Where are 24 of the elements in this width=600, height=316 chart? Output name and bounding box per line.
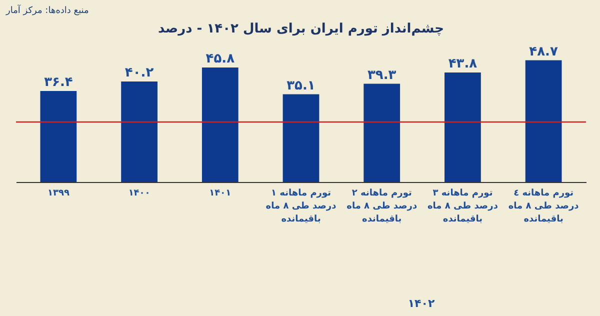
x-tick-label: ۱۳۹۹ xyxy=(47,188,70,198)
bar xyxy=(364,84,400,182)
bar xyxy=(202,68,238,182)
data-label: ۴۰.۲ xyxy=(124,66,154,80)
x-tick-label: تورم ماهانه ۱ درصد طی ۸ ماه باقیمانده xyxy=(266,188,337,224)
bar xyxy=(121,82,158,182)
bar xyxy=(525,60,562,182)
x-tick-label: تورم ماهانه ۲ درصد طی ۸ ماه باقیمانده xyxy=(346,188,418,224)
text: ۱۴۰۲ xyxy=(406,297,436,310)
data-label: ۴۳.۸ xyxy=(448,56,478,72)
x-tick-label: تورم ماهانه ۳ درصد طی ۸ ماه باقیمانده xyxy=(427,188,498,224)
bar xyxy=(444,72,481,182)
data-label: ۴۸.۷ xyxy=(529,44,558,60)
data-label: ۳۵.۱ xyxy=(286,78,316,94)
data-label: ۳۹.۳ xyxy=(367,68,396,83)
data-label: ۳۶.۴ xyxy=(44,75,73,90)
bar xyxy=(40,91,77,182)
data-label: ۴۵.۸ xyxy=(206,52,235,66)
text: منبع داده‌ها: مرکز آمار xyxy=(6,6,89,16)
bar xyxy=(282,94,320,182)
x-tick-label: تورم ماهانه ٤ درصد طی ۸ ماه باقیمانده xyxy=(508,188,580,224)
x-tick-label: ۱۴۰۰ xyxy=(128,188,150,198)
chart-title: چشم‌انداز تورم ایران برای سال ۱۴۰۲ - درصد xyxy=(158,21,444,36)
x-tick-label: ۱۴۰۱ xyxy=(209,188,232,198)
